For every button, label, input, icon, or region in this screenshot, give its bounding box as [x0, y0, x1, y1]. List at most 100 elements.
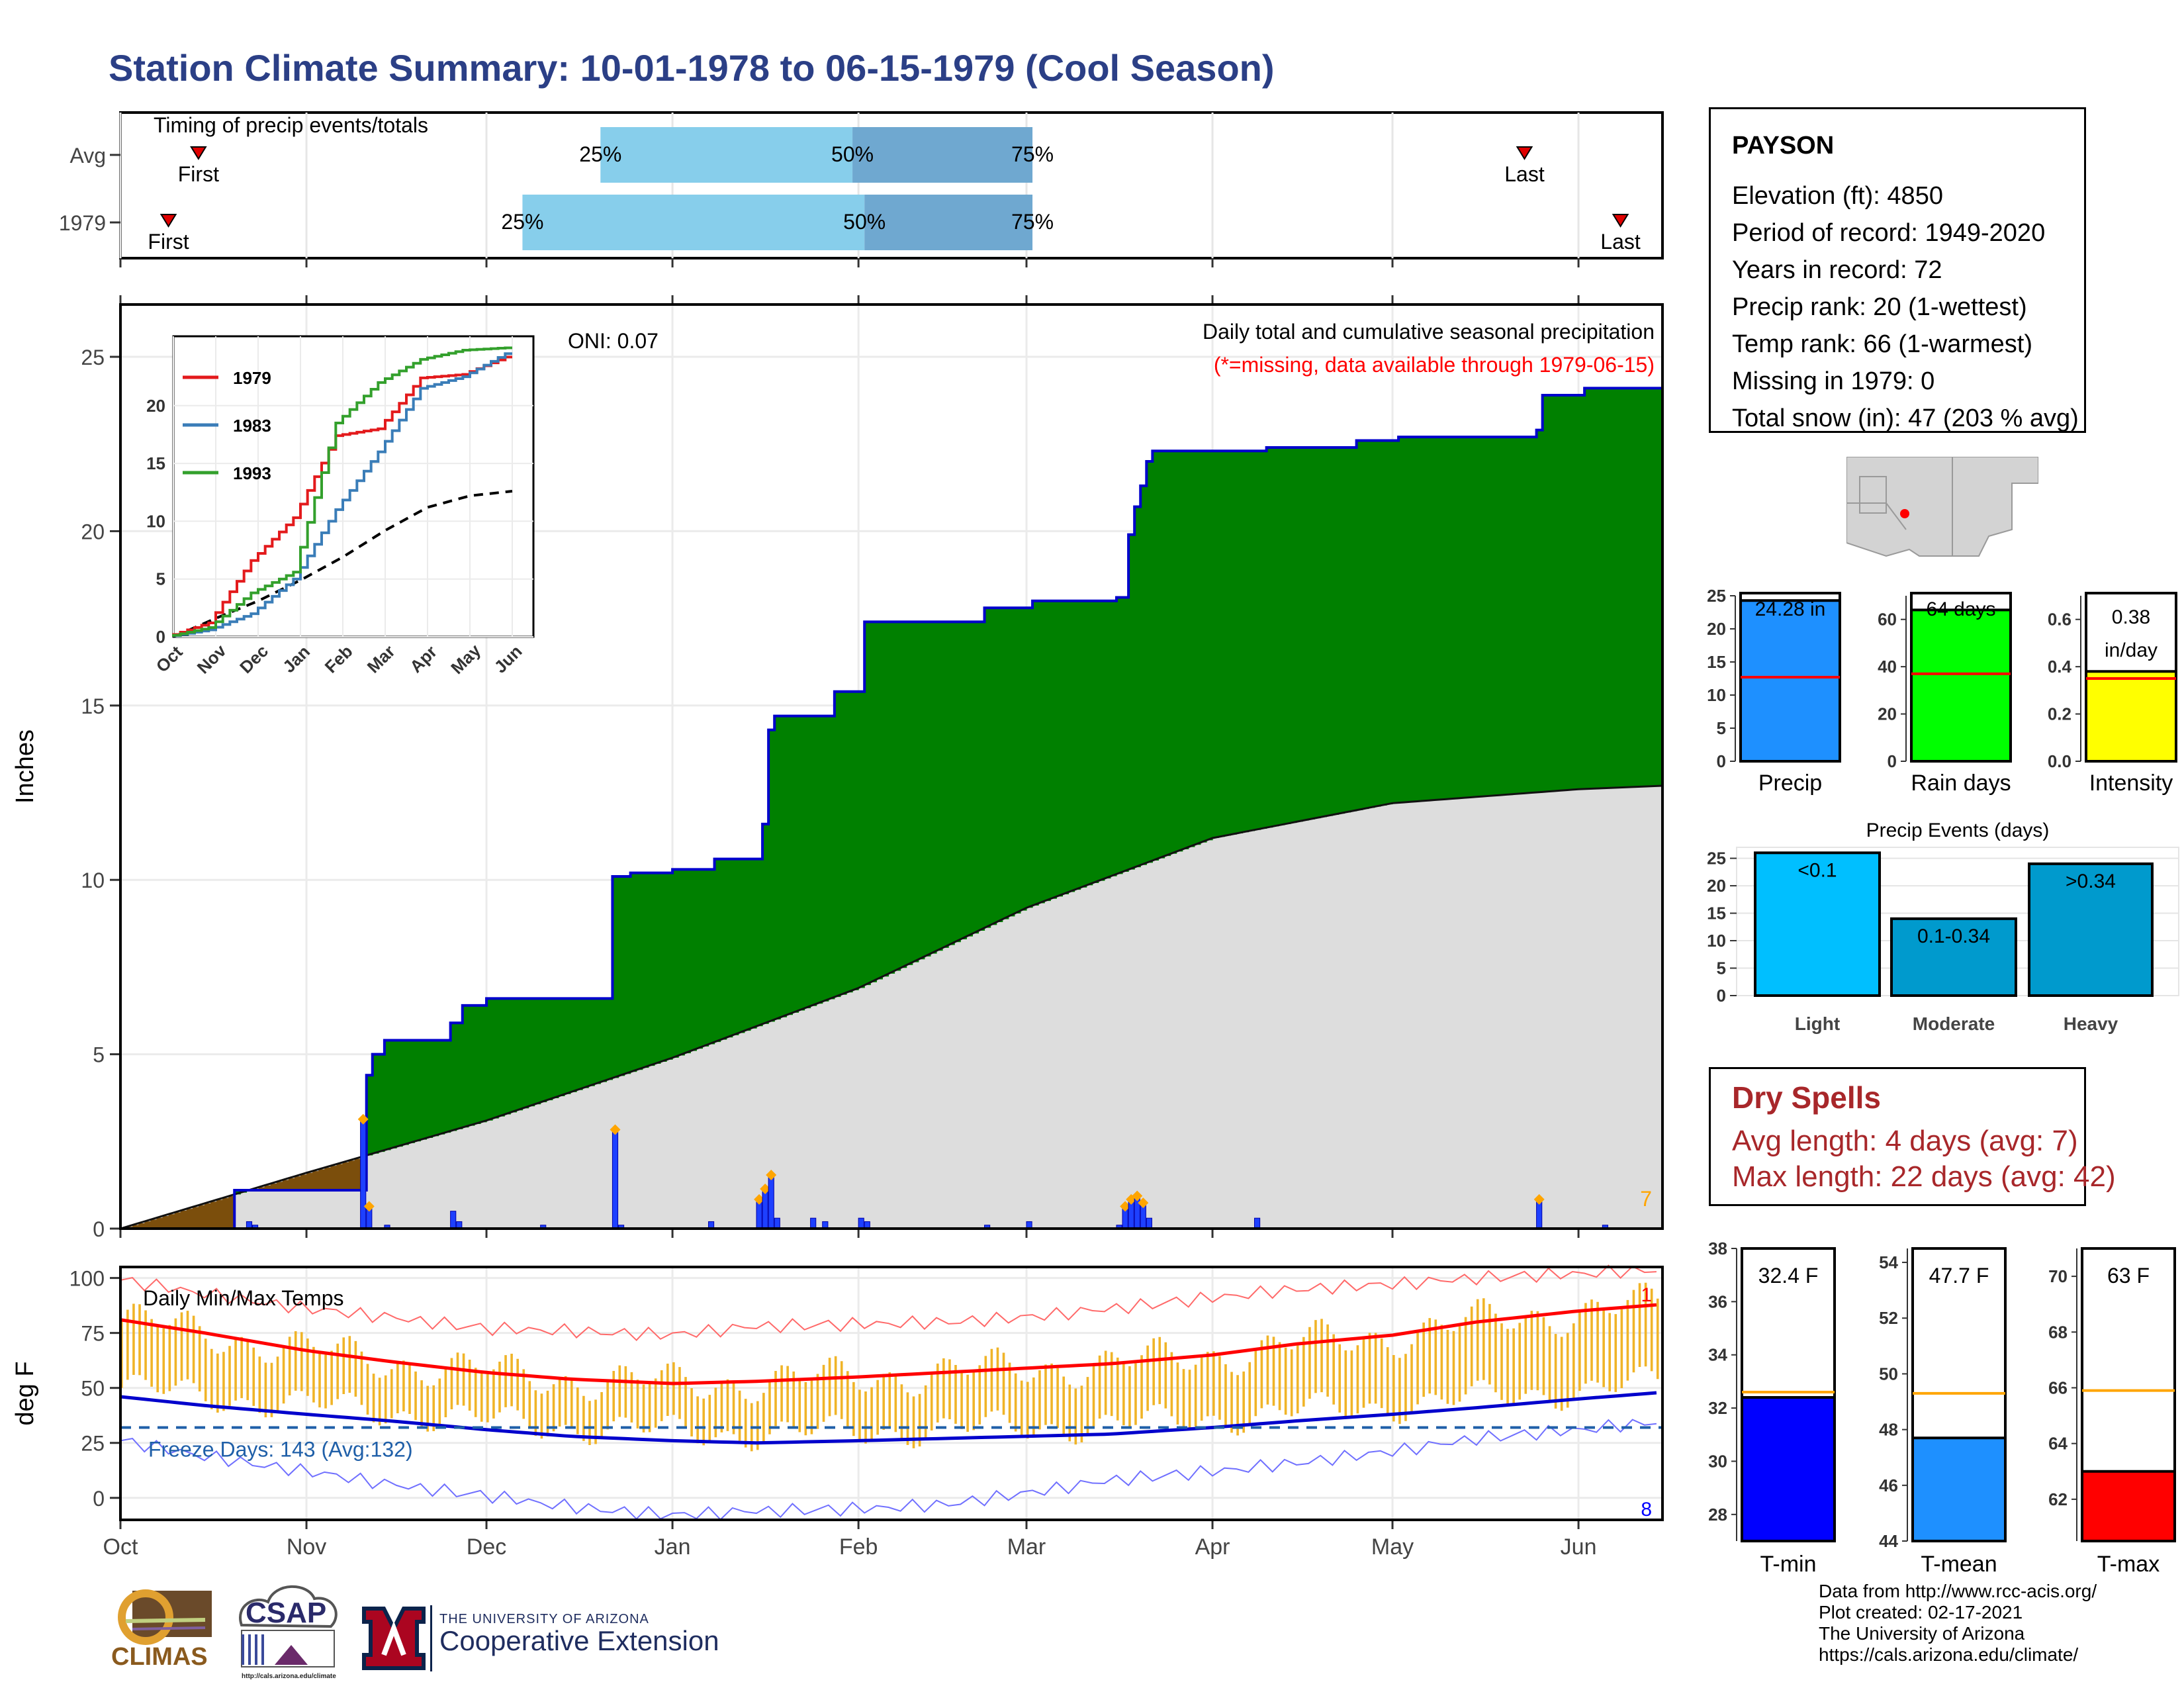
temp-summary-y-tick-label: 62	[2048, 1489, 2068, 1509]
temperature-chart: 0 25 50 75 100 Oct Nov Dec Jan Feb Mar Apr May Jun Dai…	[11, 1264, 1664, 1560]
inset-legend-label: 1993	[233, 463, 271, 483]
station-name: PAYSON	[1732, 132, 1835, 160]
station-missing: Missing in 1979: 0	[1732, 367, 1935, 395]
dry-spells-title: Dry Spells	[1732, 1080, 1881, 1115]
summary-y-tick-label: 0.2	[2048, 704, 2071, 724]
timing-label-75: 75%	[1011, 142, 1054, 166]
record-high-count: 1	[1641, 1284, 1652, 1306]
inset-legend-label: 1979	[233, 368, 271, 388]
daily-precip-bar	[450, 1211, 457, 1229]
precip-chart: 0 5 10 15 20 25 Inches Daily total and cumulati…	[11, 295, 1664, 1241]
timing-row-label: Avg	[69, 144, 106, 167]
heavy-event-marker	[1132, 1190, 1143, 1201]
precip-y-axis-label: Inches	[11, 729, 39, 804]
page-title: Station Climate Summary: 10-01-1978 to 0…	[109, 47, 1275, 89]
precip-event-category: Heavy	[2064, 1013, 2118, 1034]
inset-y-tick-label: 15	[146, 453, 165, 473]
temp-summary-bar	[2081, 1470, 2176, 1542]
station-elevation: Elevation (ft): 4850	[1732, 182, 1943, 210]
summary-value-label: 0.38	[2112, 606, 2150, 628]
temp-summary-y-tick-label: 68	[2048, 1322, 2068, 1342]
summary-bar	[1910, 608, 2012, 763]
station-location-marker	[1900, 509, 1909, 518]
daily-precip-bar	[1254, 1217, 1261, 1229]
daily-precip-bar	[774, 1217, 780, 1229]
precip-events-y-tick-label: 10	[1707, 931, 1726, 951]
daily-precip-bar	[1146, 1217, 1152, 1229]
csap-url-text: http://cals.arizona.edu/climate	[242, 1673, 336, 1680]
timing-label-25: 25%	[501, 210, 543, 234]
x-month-label: Feb	[839, 1534, 878, 1560]
csap-logo: CSAP http://cals.arizona.edu/climate	[239, 1585, 338, 1680]
temp-summary-bar	[1741, 1396, 1836, 1542]
precip-events-y-tick-label: 5	[1717, 959, 1726, 978]
summary-y-tick-label: 0.6	[2048, 610, 2071, 630]
summary-bars: 0 5 10 15 20 25 24.28 in Precip 0 20 40 60 64 days Ra…	[1707, 586, 2177, 796]
heavy-event-marker	[610, 1124, 621, 1135]
heavy-event-marker	[363, 1201, 375, 1212]
temp-summary-y-tick-label: 36	[1708, 1291, 1727, 1311]
dry-spells-avg: Avg length: 4 days (avg: 7)	[1732, 1125, 2078, 1157]
precip-y-tick-label: 25	[81, 346, 105, 369]
temp-frame	[119, 1266, 1664, 1521]
precip-missing-note: (*=missing, data available through 1979-…	[1214, 353, 1655, 377]
x-month-label: Dec	[467, 1534, 506, 1560]
inset-series-line	[172, 346, 512, 637]
ua-name: THE UNIVERSITY OF ARIZONA	[439, 1612, 649, 1626]
summary-bar-name: Rain days	[1911, 771, 2011, 796]
inset-y-tick-label: 0	[156, 627, 165, 647]
precip-events-y-tick-label: 20	[1707, 876, 1726, 896]
freeze-days-label: Freeze Days: 143 (Avg:132)	[148, 1437, 413, 1461]
inset-series-line	[172, 352, 512, 637]
precip-y-tick-label: 5	[93, 1043, 105, 1067]
temp-summary-y-tick-label: 48	[1879, 1420, 1898, 1440]
temp-summary-y-tick-label: 70	[2048, 1266, 2068, 1286]
timing-label-25: 25%	[579, 142, 621, 166]
heavy-event-marker	[1533, 1194, 1545, 1205]
daily-precip-bar	[1128, 1200, 1134, 1229]
temp-summary-value-label: 47.7 F	[1929, 1264, 1989, 1288]
timing-bar-50-75	[864, 195, 1033, 250]
temp-y-axis-label: deg F	[11, 1361, 39, 1425]
timing-label-first: First	[148, 230, 189, 254]
timing-bar-25-50	[522, 195, 865, 250]
summary-y-tick-label: 0	[1888, 751, 1897, 771]
summary-bar	[2085, 670, 2177, 763]
observed-precip-line	[120, 381, 1664, 1230]
heavy-event-marker	[357, 1113, 369, 1125]
x-month-label: Jun	[1561, 1534, 1597, 1560]
daily-precip-bar	[360, 1120, 367, 1229]
timing-label-50: 50%	[843, 210, 886, 234]
temp-summary-value-label: 63 F	[2107, 1264, 2150, 1288]
credit-university: The University of Arizona	[1819, 1623, 2025, 1644]
temp-y-tick-label: 100	[69, 1267, 105, 1291]
precip-event-category: Moderate	[1913, 1013, 1995, 1034]
timing-chart: Timing of precip events/totals Avg 25% 50% 7…	[59, 111, 1664, 267]
temp-summary-y-tick-label: 54	[1879, 1252, 1898, 1272]
credit-url: https://cals.arizona.edu/climate/	[1819, 1644, 2079, 1665]
inset-y-tick-label: 20	[146, 396, 165, 416]
inset-y-tick-label: 5	[156, 569, 165, 589]
station-precip-rank: Precip rank: 20 (1-wettest)	[1732, 293, 2027, 321]
temp-summary-y-tick-label: 52	[1879, 1308, 1898, 1328]
daily-temp-range-bars	[120, 1282, 1659, 1452]
precip-y-tick-label: 0	[93, 1217, 105, 1241]
station-period: Period of record: 1949-2020	[1732, 219, 2046, 247]
summary-y-tick-label: 10	[1707, 685, 1726, 705]
timing-label-50: 50%	[831, 142, 874, 166]
temp-summary-y-tick-label: 66	[2048, 1378, 2068, 1397]
precip-events-y-tick-label: 25	[1707, 849, 1726, 868]
timing-label-last: Last	[1504, 162, 1545, 186]
daily-precip-bar	[810, 1217, 817, 1229]
summary-unit-label: in/day	[2105, 639, 2158, 661]
daily-precip-bar	[858, 1217, 864, 1229]
timing-label-last: Last	[1600, 230, 1641, 254]
heavy-event-marker	[1138, 1197, 1149, 1209]
precip-event-bar	[2028, 862, 2154, 997]
precip-y-tick-label: 20	[81, 520, 105, 543]
timing-marker-last	[1516, 146, 1533, 160]
temp-summary-name: T-mean	[1921, 1552, 1997, 1577]
dry-spells-max: Max length: 22 days (avg: 42)	[1732, 1160, 2116, 1193]
timing-marker-first	[190, 146, 207, 160]
